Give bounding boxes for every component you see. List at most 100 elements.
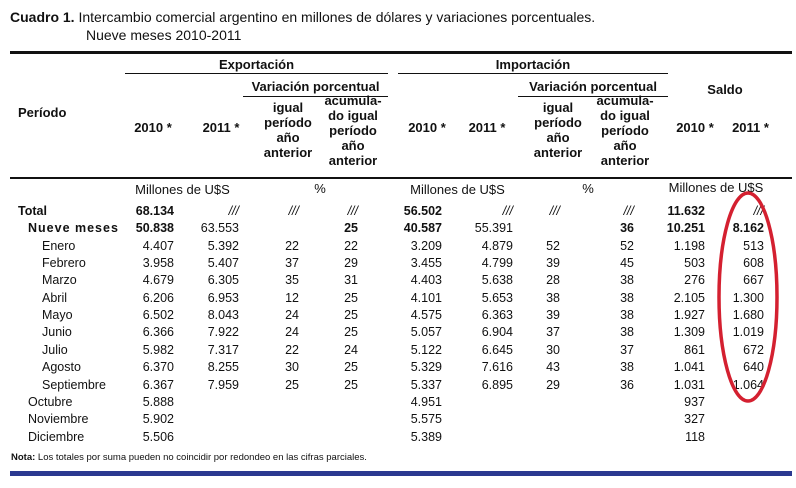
units-saldo: Millones de U$S (668, 180, 764, 195)
divider (518, 96, 668, 97)
header-variacion-exp: Variación porcentual (251, 79, 380, 94)
header-period: Período (18, 105, 67, 120)
row-label: Septiembre (42, 377, 106, 392)
table-cell: /// (502, 204, 513, 218)
header-exportacion: Exportación (218, 57, 295, 72)
row-label: Febrero (42, 256, 86, 271)
table-cell: 5.389 (410, 429, 442, 444)
table-cell: 39 (546, 308, 560, 323)
table-cell: 8.255 (207, 360, 239, 375)
table-cell: 6.904 (481, 325, 513, 340)
table-cell: 6.953 (207, 290, 239, 305)
footnote-text: Los totales por suma pueden no coincidir… (37, 452, 367, 463)
title-label: Cuadro 1. (10, 9, 75, 25)
table-cell: 52 (620, 238, 634, 253)
table-cell: 39 (546, 256, 560, 271)
header-saldo-2011: 2011 * (732, 120, 769, 135)
table-cell: 25 (344, 377, 358, 392)
row-label: Nueve meses (28, 221, 119, 236)
table-cell: 4.407 (142, 238, 174, 253)
table-cell: 22 (285, 238, 299, 253)
row-label: Marzo (42, 273, 77, 288)
table-cell: 1.309 (673, 325, 705, 340)
table-cell: 30 (546, 342, 560, 357)
header-exp-2011: 2011 * (202, 120, 240, 135)
table-cell: 4.575 (410, 308, 442, 323)
divider (398, 73, 668, 74)
header-exp-acumulado: acumula-do igual período año anterior (324, 93, 382, 168)
header-imp-acumulado: acumula-do igual período año anterior (596, 93, 654, 168)
units-imp-pct: % (582, 181, 594, 196)
table-cell: 24 (285, 308, 299, 323)
table-cell: 8.162 (732, 221, 764, 236)
table-cell: 513 (743, 238, 764, 253)
table-cell: 38 (546, 290, 560, 305)
table-cell: 608 (743, 256, 764, 271)
row-label: Abril (42, 290, 68, 305)
footnote: Nota: Los totales por suma pueden no coi… (11, 452, 367, 463)
header-rule (10, 177, 792, 179)
top-rule (10, 51, 792, 54)
table-cell: 56.502 (403, 204, 442, 218)
row-label: Diciembre (28, 429, 85, 444)
table-cell: 10.251 (666, 221, 705, 236)
table-cell: 6.363 (481, 308, 513, 323)
table-cell: 2.105 (673, 290, 705, 305)
table-cell: 861 (684, 342, 705, 357)
table-cell: 25 (285, 377, 299, 392)
table-cell: 6.366 (142, 325, 174, 340)
table-title: Cuadro 1. Intercambio comercial argentin… (10, 9, 595, 25)
table-cell: 1.041 (673, 360, 705, 375)
table-cell: 7.616 (481, 360, 513, 375)
table-cell: 1.300 (732, 290, 764, 305)
table-cell: /// (549, 204, 560, 218)
table-cell: 5.888 (142, 394, 174, 409)
table-cell: 7.317 (207, 342, 239, 357)
header-saldo: Saldo (707, 82, 743, 97)
table-cell: 937 (684, 394, 705, 409)
table-cell: 24 (285, 325, 299, 340)
table-cell: /// (623, 204, 634, 218)
table-cell: 1.198 (673, 238, 705, 253)
table-cell: 503 (684, 256, 705, 271)
table-cell: 5.407 (207, 256, 239, 271)
table-cell: 52 (546, 238, 560, 253)
table-cell: 36 (620, 377, 634, 392)
header-exp-igual: igual período año anterior (263, 100, 313, 160)
table-cell: 4.101 (410, 290, 442, 305)
title-text: Intercambio comercial argentino en millo… (78, 9, 596, 25)
divider (243, 96, 388, 97)
table-cell: 29 (344, 256, 358, 271)
table-cell: 5.337 (410, 377, 442, 392)
table-cell: 640 (743, 360, 764, 375)
table-cell: 1.064 (732, 377, 764, 392)
table-cell: 6.645 (481, 342, 513, 357)
table-cell: 25 (344, 308, 358, 323)
table-cell: 22 (344, 238, 358, 253)
table-cell: 4.799 (481, 256, 513, 271)
table-cell: 4.951 (410, 394, 442, 409)
table-cell: 43 (546, 360, 560, 375)
table-cell: 5.392 (207, 238, 239, 253)
table-cell: 38 (620, 325, 634, 340)
table-cell: 45 (620, 256, 634, 271)
row-label: Agosto (42, 360, 81, 375)
footnote-label: Nota: (11, 452, 36, 463)
table-cell: 12 (285, 290, 299, 305)
row-label: Enero (42, 238, 76, 253)
table-cell: 5.638 (481, 273, 513, 288)
table-cell: 6.206 (142, 290, 174, 305)
table-cell: 38 (620, 273, 634, 288)
table-cell: 6.895 (481, 377, 513, 392)
header-imp-2011: 2011 * (468, 120, 506, 135)
table-cell: 3.958 (142, 256, 174, 271)
row-label: Julio (42, 342, 68, 357)
table-cell: 55.391 (474, 221, 513, 236)
table-cell: 22 (285, 342, 299, 357)
table-cell: 36 (620, 221, 634, 236)
table-cell: 11.632 (667, 204, 705, 218)
bottom-bar (10, 471, 792, 476)
table-cell: 5.506 (142, 429, 174, 444)
